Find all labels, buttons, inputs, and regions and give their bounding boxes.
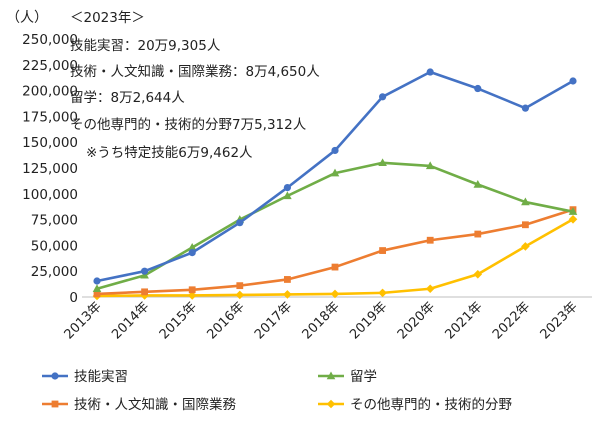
data-point xyxy=(425,161,435,170)
annotation-line: 技能実習：20万9,305人 xyxy=(70,38,221,54)
x-tick-label: 2013年 xyxy=(62,299,105,342)
data-point xyxy=(379,247,386,254)
y-tick-label: 250,000 xyxy=(22,32,78,48)
data-point xyxy=(141,267,149,275)
data-point xyxy=(284,276,291,283)
data-point xyxy=(283,191,292,200)
x-axis-tick-labels: 2013年 2014年 2015年 2016年 2017年 2018年 2019年 2020年… xyxy=(62,299,581,342)
y-tick-label: 200,000 xyxy=(22,84,78,100)
x-tick-label: 2021年 xyxy=(442,299,485,342)
annotation-line: 留学：8万2,644人 xyxy=(70,90,185,106)
legend-label: 技能実習 xyxy=(74,369,128,385)
x-tick-label: 2014年 xyxy=(109,299,152,342)
data-point xyxy=(51,400,59,408)
y-tick-label: 150,000 xyxy=(22,135,78,151)
data-point xyxy=(569,77,577,85)
data-point xyxy=(330,168,340,177)
data-point xyxy=(425,284,435,294)
data-point xyxy=(521,197,530,206)
y-tick-label: 100,000 xyxy=(22,187,78,203)
data-point xyxy=(93,290,101,298)
data-point xyxy=(473,180,483,188)
series-group xyxy=(92,68,578,301)
data-point xyxy=(93,277,101,285)
legend-item: 留学 xyxy=(318,369,377,385)
data-point xyxy=(188,249,196,257)
legend-item: その他専門的・技術的分野 xyxy=(318,397,512,413)
y-axis-unit-label: （人） xyxy=(6,10,48,26)
series-3 xyxy=(92,214,578,301)
data-point xyxy=(235,290,245,300)
y-tick-label: 175,000 xyxy=(22,109,78,125)
data-point xyxy=(568,207,578,215)
y-tick-label: 225,000 xyxy=(22,58,78,74)
legend-label: 留学 xyxy=(350,369,377,385)
annotation-heading: ＜2023年＞ xyxy=(70,10,145,26)
data-point xyxy=(379,93,387,101)
annotation-line: その他専門的・技術的分野7万5,312人 xyxy=(70,117,307,133)
legend-label: その他専門的・技術的分野 xyxy=(350,397,512,413)
data-point xyxy=(330,289,340,299)
data-point xyxy=(426,236,434,244)
data-point xyxy=(187,242,197,251)
data-point xyxy=(474,230,482,238)
series-1 xyxy=(92,158,578,292)
annotation-line: 技術・人文知識・国際業務：8万4,650人 xyxy=(70,63,320,80)
series-2 xyxy=(93,206,577,298)
data-point xyxy=(426,68,434,76)
x-tick-label: 2018年 xyxy=(300,299,343,342)
y-tick-label: 25,000 xyxy=(31,264,78,280)
data-point xyxy=(236,219,244,227)
legend-item: 技術・人文知識・国際業務 xyxy=(42,396,236,413)
data-point xyxy=(474,84,482,93)
data-point xyxy=(326,371,336,380)
data-point xyxy=(473,269,483,279)
data-point xyxy=(141,288,148,296)
y-tick-label: 75,000 xyxy=(31,213,78,229)
legend-label: 技術・人文知識・国際業務 xyxy=(74,396,236,413)
x-tick-label: 2020年 xyxy=(395,299,438,342)
data-point xyxy=(378,288,387,298)
y-tick-label: 125,000 xyxy=(22,161,78,177)
y-tick-label: 0 xyxy=(69,290,78,306)
annotation-line: ※うち特定技能6万9,462人 xyxy=(86,145,253,161)
y-tick-label: 50,000 xyxy=(31,238,78,254)
x-tick-label: 2017年 xyxy=(252,299,295,342)
legend-item: 技能実習 xyxy=(42,369,128,385)
data-point xyxy=(187,291,197,300)
data-point xyxy=(331,146,339,155)
data-point xyxy=(378,158,387,167)
annotation-box: ＜2023年＞ 技能実習：20万9,305人 技術・人文知識・国際業務：8万4,… xyxy=(70,10,320,161)
data-point xyxy=(188,286,196,294)
data-point xyxy=(331,263,339,271)
series-0 xyxy=(93,68,577,285)
data-point xyxy=(568,214,578,224)
x-tick-label: 2023年 xyxy=(538,299,581,342)
series-line xyxy=(96,208,574,296)
data-point xyxy=(521,242,530,251)
data-point xyxy=(521,104,530,112)
series-line xyxy=(96,218,574,298)
data-point xyxy=(283,290,292,299)
x-tick-label: 2016年 xyxy=(204,299,247,342)
x-tick-label: 2015年 xyxy=(157,299,200,342)
x-tick-label: 2022年 xyxy=(490,299,533,342)
data-point xyxy=(236,282,244,290)
data-point xyxy=(51,372,59,380)
data-point xyxy=(522,221,529,229)
x-tick-label: 2019年 xyxy=(347,299,390,342)
data-point xyxy=(92,284,102,292)
data-point xyxy=(326,399,336,409)
y-axis-tick-labels: 0 25,000 50,000 75,000 100,000 125,000 150,000… xyxy=(22,32,78,306)
data-point xyxy=(283,184,291,192)
